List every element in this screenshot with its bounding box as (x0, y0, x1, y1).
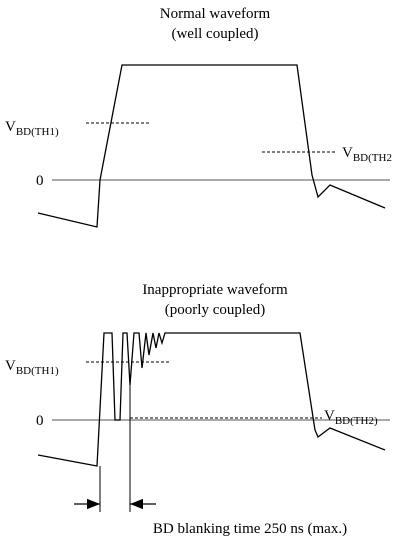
top-subtitle: (well coupled) (171, 26, 258, 42)
bottom-title: Inappropriate waveform (142, 282, 288, 298)
zero-label: 0 (36, 173, 44, 189)
th1-label: VBD(TH1) (5, 358, 59, 377)
zero-label: 0 (36, 413, 44, 429)
bottom-subtitle: (poorly coupled) (165, 302, 265, 318)
th1-label: VBD(TH1) (5, 119, 59, 138)
waveform (37, 332, 386, 467)
th2-label: VBD(TH2 (342, 145, 392, 164)
top-title: Normal waveform (160, 6, 271, 22)
waveform (37, 64, 386, 228)
th2-label: VBD(TH2) (324, 408, 378, 427)
caption: BD blanking time 250 ns (max.) (153, 521, 347, 537)
